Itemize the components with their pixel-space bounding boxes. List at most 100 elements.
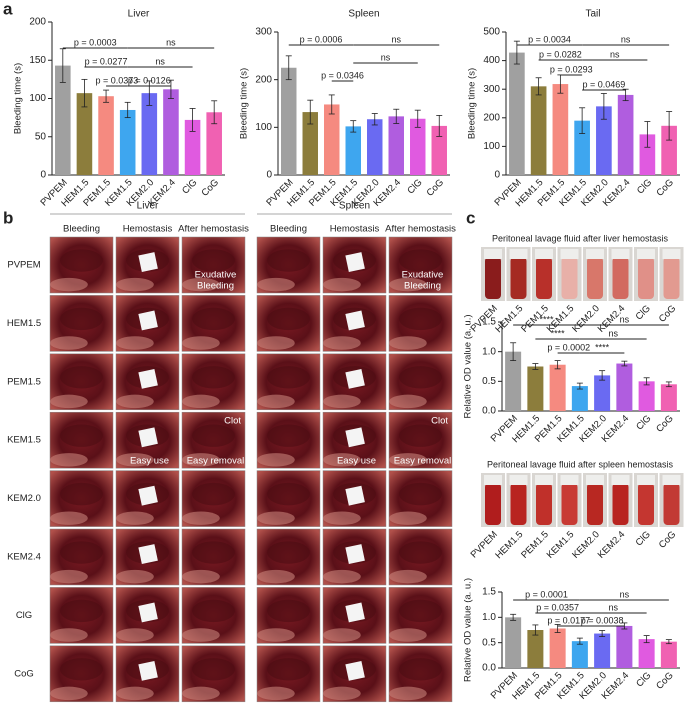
photo-detail bbox=[323, 277, 361, 292]
y-tick-label: 300 bbox=[255, 27, 272, 38]
bar bbox=[76, 93, 93, 175]
photo-detail bbox=[399, 482, 442, 506]
bar bbox=[206, 112, 222, 175]
error-bar bbox=[599, 370, 606, 381]
bar bbox=[367, 119, 383, 175]
bar bbox=[55, 65, 71, 175]
tube-label: KEM2.4 bbox=[596, 529, 628, 561]
tube bbox=[561, 257, 578, 299]
row-label: KEM2.0 bbox=[7, 493, 41, 504]
photo-detail bbox=[389, 686, 427, 701]
stage-header: After hemostasis bbox=[178, 224, 249, 235]
photo-detail bbox=[182, 511, 220, 525]
photo-detail bbox=[267, 424, 310, 447]
photo-detail bbox=[192, 658, 235, 681]
significance-label: ns bbox=[155, 56, 165, 66]
photo-detail bbox=[60, 658, 103, 681]
tube-label: ClG bbox=[634, 303, 653, 322]
tube-cap bbox=[637, 475, 655, 485]
photo-detail bbox=[182, 628, 220, 642]
significance-label: p = 0.0277 bbox=[85, 56, 128, 66]
tube bbox=[485, 483, 501, 525]
tube bbox=[663, 483, 680, 525]
tube bbox=[587, 483, 603, 525]
y-tick-label: 400 bbox=[483, 55, 500, 66]
significance-label: ns bbox=[621, 34, 631, 44]
y-tick-label: 1.0 bbox=[482, 346, 496, 357]
y-tick-label: 0 bbox=[494, 170, 500, 181]
error-bar bbox=[576, 637, 583, 645]
photo-detail bbox=[182, 394, 220, 409]
tube-cap bbox=[484, 249, 502, 259]
photo-detail bbox=[323, 336, 361, 350]
chart-title: Liver bbox=[128, 9, 150, 20]
tube-label: KEM1.5 bbox=[545, 529, 577, 561]
bar bbox=[661, 125, 677, 175]
y-axis-label: Bleeding time (s) bbox=[13, 63, 24, 134]
photo-detail bbox=[267, 541, 310, 564]
bar bbox=[530, 86, 547, 175]
error-bar bbox=[146, 80, 153, 106]
photo-note: Bleeding bbox=[197, 281, 234, 292]
x-tick-label: CoG bbox=[654, 413, 676, 435]
error-bar bbox=[535, 77, 542, 96]
photo-detail bbox=[399, 307, 442, 331]
bar bbox=[617, 94, 634, 175]
error-bar bbox=[81, 78, 88, 108]
photo-detail bbox=[192, 249, 235, 272]
error-bar bbox=[576, 382, 583, 390]
tube-cap bbox=[586, 249, 604, 259]
stage-header: Hemostasis bbox=[123, 224, 173, 235]
tube-cap bbox=[662, 475, 681, 485]
photo-detail bbox=[389, 511, 427, 525]
x-tick-label: ClG bbox=[635, 177, 654, 196]
photo-note: Easy use bbox=[130, 456, 169, 467]
bar bbox=[638, 381, 655, 411]
significance-label: p = 0.0373 bbox=[95, 75, 138, 85]
photo-detail bbox=[115, 336, 154, 350]
stage-header: Hemostasis bbox=[330, 224, 380, 235]
stage-header: Bleeding bbox=[63, 224, 100, 235]
tube bbox=[612, 257, 629, 299]
photo-detail bbox=[267, 307, 310, 331]
significance-label: ns bbox=[381, 52, 391, 62]
error-bar bbox=[665, 639, 672, 645]
significance-label: ns bbox=[620, 314, 630, 324]
y-tick-label: 0.0 bbox=[482, 663, 496, 674]
bar bbox=[184, 119, 201, 175]
tube-cap bbox=[484, 475, 502, 485]
tube-cap bbox=[611, 249, 630, 259]
photo-detail bbox=[323, 453, 361, 467]
tube-label: KEM2.0 bbox=[570, 529, 602, 561]
bar bbox=[509, 52, 525, 176]
significance-label: p = 0.0357 bbox=[536, 602, 579, 612]
photo-detail bbox=[323, 394, 361, 409]
photo-note: Exudative bbox=[195, 270, 237, 281]
error-bar bbox=[510, 613, 517, 621]
photo-note: Clot bbox=[224, 416, 241, 427]
x-tick-label: CoG bbox=[654, 177, 676, 199]
gauze bbox=[345, 544, 365, 564]
x-tick-label: CoG bbox=[199, 177, 221, 199]
significance-label: ns bbox=[608, 602, 618, 612]
y-tick-label: 100 bbox=[29, 93, 46, 104]
panel-letter: b bbox=[3, 208, 13, 227]
bar bbox=[527, 630, 544, 668]
tube-cap bbox=[586, 475, 604, 485]
panel-letter: a bbox=[3, 0, 13, 18]
gauze bbox=[138, 310, 158, 331]
bar bbox=[505, 351, 522, 411]
significance-label: p = 0.0126 bbox=[128, 75, 171, 85]
y-tick-label: 500 bbox=[483, 27, 500, 38]
tube-label: KEM2.0 bbox=[570, 303, 602, 335]
y-tick-label: 1.5 bbox=[482, 587, 496, 598]
error-bar bbox=[600, 93, 607, 120]
bar bbox=[98, 96, 114, 175]
error-bar bbox=[414, 109, 421, 128]
tube-cap bbox=[560, 249, 579, 259]
photo-detail bbox=[399, 424, 442, 447]
tube-cap bbox=[535, 249, 553, 259]
gauze bbox=[138, 602, 158, 623]
photo-detail bbox=[192, 424, 235, 447]
bar bbox=[660, 384, 677, 411]
